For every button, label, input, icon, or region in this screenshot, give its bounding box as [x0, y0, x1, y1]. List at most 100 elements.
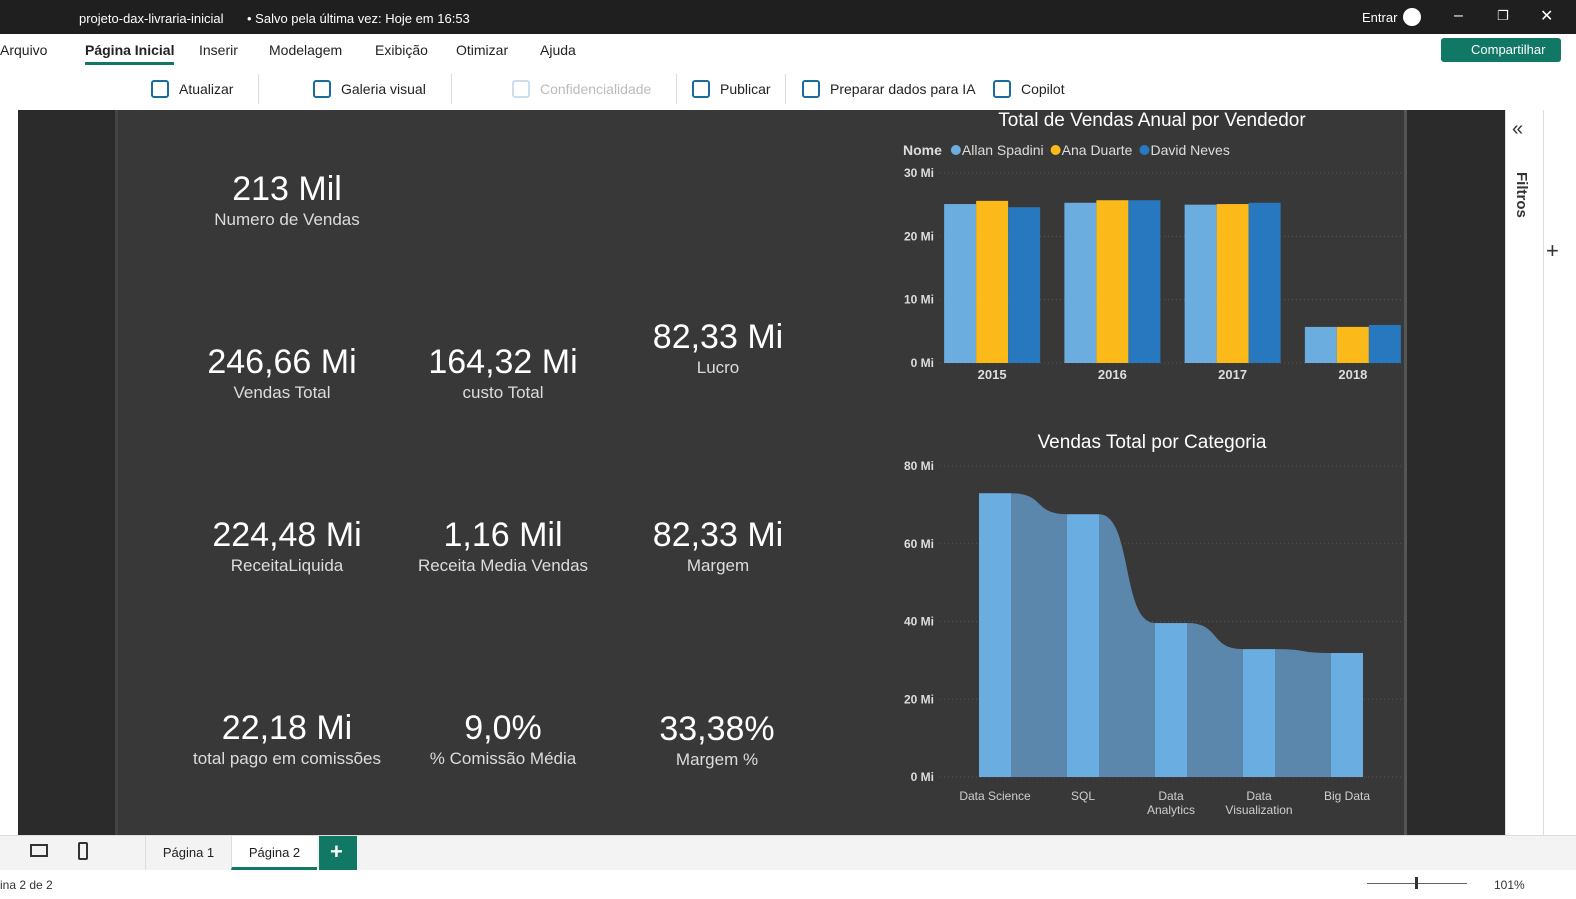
ribbon	[1187, 623, 1243, 777]
y-tick-label: 20 Mi	[904, 229, 934, 243]
bar	[979, 493, 1011, 777]
bar	[1368, 325, 1401, 363]
add-page[interactable]	[319, 836, 357, 870]
y-tick-label: 40 Mi	[904, 615, 934, 629]
legend-marker	[950, 145, 961, 155]
card-label: Vendas Total	[233, 383, 331, 402]
y-tick-label: 60 Mi	[904, 537, 934, 551]
bar	[1331, 652, 1363, 777]
divider	[1543, 110, 1544, 835]
status-bar: ina 2 de 2 101%	[0, 870, 1576, 899]
minimize[interactable]: –	[1454, 7, 1463, 24]
x-tick-label: Data Analytics	[1146, 789, 1196, 817]
ribbon-separator	[785, 74, 786, 104]
x-tick-label: SQL	[1070, 789, 1095, 803]
bar	[1304, 326, 1337, 363]
y-tick-label: 0 Mi	[911, 356, 934, 370]
menu-item[interactable]: Modelagem	[269, 42, 343, 58]
bar	[1064, 202, 1097, 363]
y-tick-label: 80 Mi	[904, 459, 934, 473]
ribbon-button[interactable]: Galeria visual	[341, 81, 426, 97]
card-label: Margem %	[675, 750, 759, 769]
ribbon-icon[interactable]	[993, 80, 1011, 98]
ribbon-button[interactable]: Atualizar	[179, 81, 234, 97]
page-tab-bar: Página 1 Página 2 +	[0, 835, 1576, 870]
title-bar: projeto-dax-livraria-inicial • Salvo pel…	[0, 0, 1576, 34]
card-label: custo Total	[462, 383, 544, 402]
card-value: 224,48 Mi	[212, 516, 362, 554]
bar	[1336, 326, 1369, 363]
ribbon	[1099, 514, 1155, 777]
add-icon[interactable]: +	[1546, 238, 1559, 263]
ribbon-separator	[676, 74, 677, 104]
card-value: 1,16 Mil	[443, 516, 563, 554]
card-value: 22,18 Mi	[221, 709, 353, 747]
legend-label: Ana Duarte	[1062, 142, 1133, 158]
card-value: 9,0%	[464, 709, 542, 747]
x-tick-label: Big Data	[1323, 789, 1371, 803]
menu-item[interactable]: Página Inicial	[85, 42, 175, 58]
file-name: projeto-dax-livraria-inicial	[79, 11, 224, 26]
collapse-icon[interactable]: «	[1512, 118, 1524, 140]
ribbon	[1011, 493, 1067, 777]
card-value: 164,32 Mi	[428, 343, 578, 381]
ribbon-separator	[258, 74, 259, 104]
zoom-level[interactable]: 101%	[1494, 878, 1525, 892]
chart-title: Total de Vendas Anual por Vendedor	[998, 110, 1306, 131]
bar	[1128, 200, 1161, 363]
bar	[1243, 649, 1275, 777]
bar	[944, 204, 977, 363]
menu-item[interactable]: Exibição	[375, 42, 428, 58]
ribbon-button[interactable]: Copilot	[1021, 81, 1065, 97]
chart-title: Vendas Total por Categoria	[1038, 432, 1267, 453]
x-tick-label: Data Science	[959, 789, 1031, 803]
ribbon-icon[interactable]	[802, 80, 820, 98]
mobile-view[interactable]	[78, 842, 88, 860]
y-tick-label: 20 Mi	[904, 692, 934, 706]
card-label: total pago em comissões	[192, 749, 382, 768]
restore[interactable]: ❐	[1497, 8, 1509, 23]
ribbon-icon[interactable]	[151, 80, 169, 98]
legend-marker	[1050, 145, 1061, 155]
avatar[interactable]	[1403, 8, 1421, 26]
page-indicator: ina 2 de 2	[0, 878, 53, 892]
bar	[1096, 200, 1129, 363]
bar	[976, 200, 1009, 363]
side-pane: « Filtros +	[1505, 110, 1576, 835]
save-status[interactable]: • Salvo pela última vez: Hoje em 16:53	[247, 11, 470, 26]
bar	[1184, 204, 1217, 363]
zoom-thumb[interactable]	[1415, 877, 1418, 889]
card-label: ReceitaLiquida	[230, 556, 344, 575]
ribbon-button[interactable]: Preparar dados para IA	[830, 81, 976, 97]
ribbon	[1275, 649, 1331, 777]
menu-item[interactable]: Otimizar	[456, 42, 509, 58]
x-tick-label: 2018	[1338, 367, 1367, 382]
desktop-view[interactable]	[30, 844, 48, 857]
ribbon-button[interactable]: Publicar	[720, 81, 771, 97]
close[interactable]: ✕	[1540, 8, 1554, 25]
ribbon-icon[interactable]	[512, 80, 530, 98]
card-value: 82,33 Mi	[652, 516, 784, 554]
y-tick-label: 30 Mi	[904, 166, 934, 180]
card-label: Lucro	[696, 358, 740, 377]
menu-item[interactable]: Arquivo	[0, 42, 48, 58]
add-page-icon: +	[330, 839, 343, 864]
ribbon-icon[interactable]	[692, 80, 710, 98]
bar	[1155, 623, 1187, 777]
bar	[1008, 207, 1041, 363]
ribbon-icon[interactable]	[313, 80, 331, 98]
card-value: 213 Mil	[232, 170, 342, 208]
ribbon-button: Confidencialidade	[540, 81, 652, 97]
sign-in[interactable]: Entrar	[1362, 10, 1398, 25]
card-value: 33,38%	[659, 710, 775, 748]
card-label: Numero de Vendas	[214, 210, 360, 229]
menu-item[interactable]: Ajuda	[540, 42, 576, 58]
page-tab[interactable]: Página 1	[145, 836, 231, 870]
x-tick-label: Data Visualization	[1225, 789, 1293, 817]
card-label: % Comissão Média	[429, 749, 577, 768]
view-pane	[0, 110, 18, 835]
page-tab[interactable]: Página 2	[231, 836, 317, 870]
menu-item[interactable]: Inserir	[199, 42, 238, 58]
share-button[interactable]: Compartilhar	[1441, 38, 1561, 62]
